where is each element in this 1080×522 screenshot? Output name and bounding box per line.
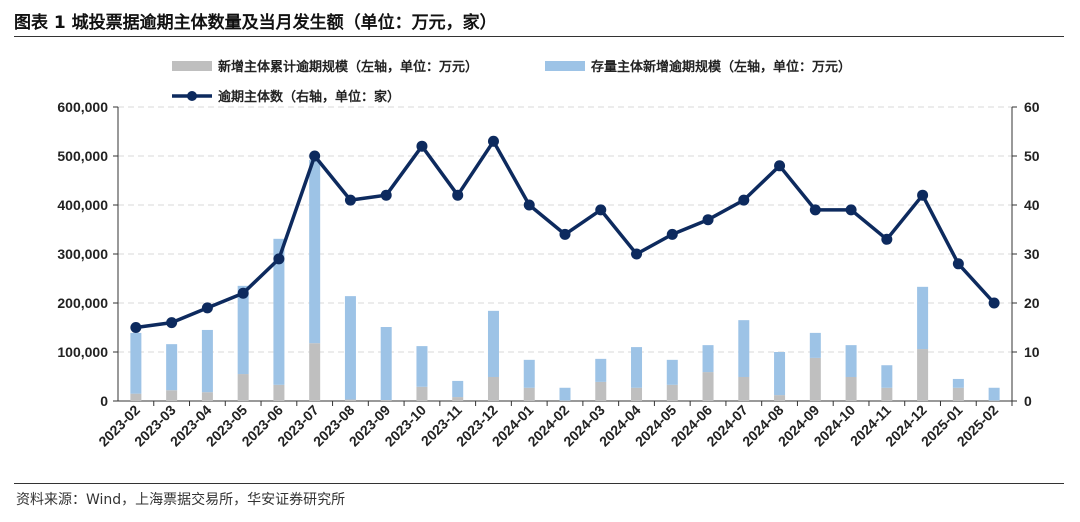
legend-label-new: 新增主体累计逾期规模（左轴，单位：万元）: [218, 59, 478, 75]
line-point: [452, 189, 464, 201]
bar-existing-entity: [845, 345, 857, 377]
bar-new-entity: [774, 395, 786, 401]
bar-existing-entity: [166, 344, 178, 391]
bar-existing-entity: [201, 329, 213, 393]
bar-new-entity: [881, 387, 893, 401]
bar-new-entity: [237, 374, 249, 401]
bar-new-entity: [452, 397, 464, 401]
line-point: [201, 302, 213, 314]
right-tick-label: 20: [1024, 295, 1040, 311]
line-point: [845, 204, 857, 216]
line-point: [273, 253, 285, 265]
line-point: [666, 228, 678, 240]
bar-existing-entity: [344, 296, 356, 400]
source-note: 资料来源：Wind，上海票据交易所，华安证券研究所: [16, 492, 346, 508]
left-tick-label: 0: [100, 393, 108, 409]
bar-existing-entity: [452, 380, 464, 398]
line-point: [380, 189, 392, 201]
bar-existing-entity: [702, 345, 714, 373]
right-tick-label: 30: [1024, 246, 1040, 262]
bar-existing-entity: [738, 320, 750, 377]
bar-existing-entity: [130, 332, 142, 394]
line-point: [344, 194, 356, 206]
bar-existing-entity: [809, 332, 821, 358]
chart-title: 图表 1 城投票据逾期主体数量及当月发生额（单位：万元，家）: [14, 13, 497, 33]
bar-existing-entity: [952, 378, 964, 388]
bar-existing-entity: [988, 387, 1000, 401]
line-point: [809, 204, 821, 216]
bar-new-entity: [166, 390, 178, 401]
left-tick-label: 500,000: [57, 148, 108, 164]
bar-new-entity: [487, 376, 499, 401]
bar-new-entity: [309, 343, 321, 401]
bar-existing-entity: [631, 347, 643, 388]
bar-new-entity: [130, 393, 142, 401]
bar-new-entity: [595, 381, 607, 401]
bar-new-entity: [809, 357, 821, 401]
left-tick-label: 400,000: [57, 197, 108, 213]
right-tick-label: 50: [1024, 148, 1040, 164]
legend-swatch-new: [172, 61, 212, 71]
line-point: [487, 135, 499, 147]
bar-new-entity: [917, 349, 929, 401]
line-point: [702, 214, 714, 226]
line-point: [130, 322, 142, 333]
left-tick-label: 600,000: [57, 99, 108, 115]
right-tick-label: 0: [1024, 393, 1032, 409]
bar-new-entity: [344, 399, 356, 401]
left-tick-label: 100,000: [57, 344, 108, 360]
bar-new-entity: [201, 392, 213, 401]
right-tick-label: 60: [1024, 99, 1040, 115]
line-point: [166, 317, 178, 329]
line-point: [237, 287, 249, 299]
combo-chart: 0 100,000 200,000 300,000 400,000 500,000 600,…: [57, 59, 1040, 449]
bar-existing-entity: [237, 285, 249, 375]
bar-new-entity: [702, 372, 714, 401]
line-point: [738, 194, 750, 206]
bar-new-entity: [952, 387, 964, 401]
bar-existing-entity: [666, 359, 678, 385]
bar-new-entity: [631, 387, 643, 401]
line-point: [631, 248, 643, 260]
bar-existing-entity: [774, 352, 786, 396]
left-tick-label: 200,000: [57, 295, 108, 311]
line-point: [559, 228, 571, 240]
bar-existing-entity: [595, 358, 607, 382]
line-point: [881, 233, 893, 245]
bar-existing-entity: [487, 310, 499, 377]
title-divider: [14, 36, 1064, 37]
legend-marker: [187, 91, 197, 101]
bar-existing-entity: [881, 365, 893, 388]
right-tick-label: 10: [1024, 344, 1040, 360]
line-point: [309, 150, 321, 162]
bar-existing-entity: [416, 346, 428, 387]
bar-new-entity: [666, 384, 678, 401]
line-point: [774, 160, 786, 172]
left-tick-label: 300,000: [57, 246, 108, 262]
line-point: [416, 140, 428, 152]
bar-new-entity: [416, 386, 428, 401]
bar-new-entity: [738, 376, 750, 401]
bar-existing-entity: [380, 327, 392, 401]
right-tick-label: 40: [1024, 197, 1040, 213]
bar-new-entity: [845, 376, 857, 401]
source-divider: [14, 483, 1064, 484]
line-point: [595, 204, 607, 216]
line-point: [523, 199, 535, 211]
bar-new-entity: [380, 400, 392, 401]
bar-existing-entity: [917, 286, 929, 350]
bar-existing-entity: [309, 159, 321, 344]
line-point: [988, 297, 1000, 309]
bar-new-entity: [273, 384, 285, 401]
line-point: [952, 258, 964, 270]
legend-swatch-existing: [545, 61, 585, 71]
bar-new-entity: [523, 387, 535, 401]
bar-existing-entity: [273, 238, 285, 385]
bar-existing-entity: [523, 359, 535, 388]
line-point: [917, 189, 929, 201]
bar-existing-entity: [559, 387, 571, 401]
legend-label-count: 逾期主体数（右轴，单位：家）: [218, 89, 400, 105]
legend-label-existing: 存量主体新增逾期规模（左轴，单位：万元）: [591, 59, 851, 75]
